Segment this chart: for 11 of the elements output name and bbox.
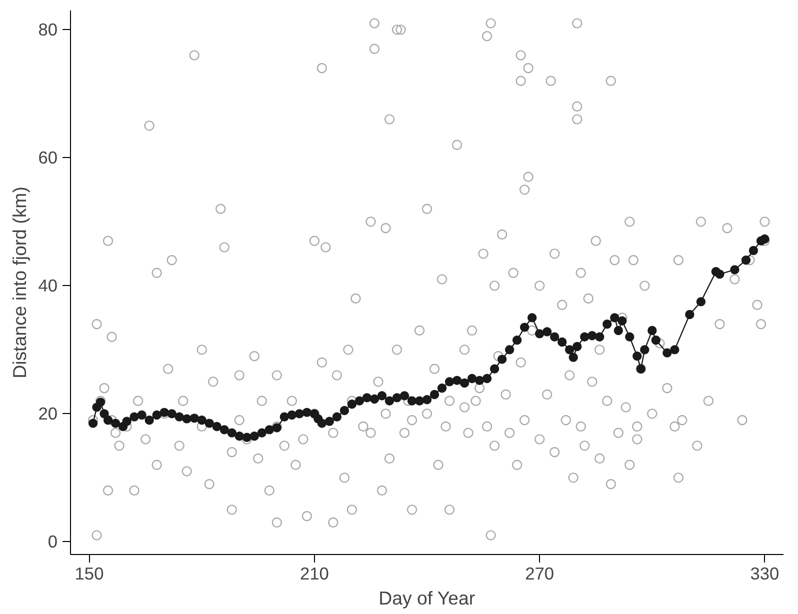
x-axis-title: Day of Year xyxy=(378,588,476,608)
y-tick-label: 80 xyxy=(38,20,58,40)
x-tick-label: 330 xyxy=(750,564,780,584)
y-tick-label: 0 xyxy=(48,532,58,552)
x-tick-label: 150 xyxy=(74,564,104,584)
y-tick-label: 40 xyxy=(38,276,58,296)
y-tick-label: 60 xyxy=(38,148,58,168)
x-tick-label: 210 xyxy=(300,564,329,584)
x-tick-label: 270 xyxy=(525,564,554,584)
y-tick-label: 20 xyxy=(38,404,58,424)
y-axis-title: Distance into fjord (km) xyxy=(9,186,30,378)
